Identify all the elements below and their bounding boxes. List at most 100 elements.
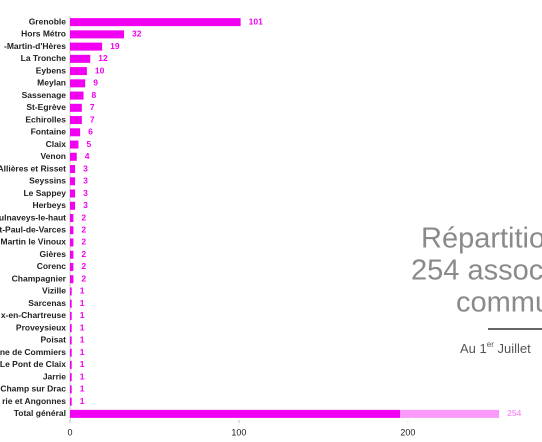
bar xyxy=(70,226,74,235)
bar xyxy=(70,30,125,39)
y-tick-label: ne de Commiers xyxy=(0,347,66,357)
value-label: 5 xyxy=(86,139,91,149)
value-label: 10 xyxy=(95,65,105,75)
value-label: 101 xyxy=(249,16,263,26)
bar xyxy=(70,140,79,149)
value-label: 1 xyxy=(80,286,85,296)
value-label: 1 xyxy=(80,371,85,381)
bar xyxy=(70,42,103,51)
value-label: 3 xyxy=(83,188,88,198)
value-label: 7 xyxy=(90,114,95,124)
value-label: 2 xyxy=(81,261,86,271)
bar xyxy=(70,250,74,259)
y-tick-label: Gières xyxy=(40,249,67,259)
bar xyxy=(70,91,84,100)
y-tick-label: Hors Métro xyxy=(21,29,66,39)
y-tick-label: Total général xyxy=(14,408,66,418)
value-label: 2 xyxy=(81,249,86,259)
title-line: commu xyxy=(456,287,542,319)
value-label: 2 xyxy=(81,224,86,234)
bar xyxy=(70,409,500,418)
y-tick-label: Meylan xyxy=(37,78,66,88)
bar xyxy=(70,311,72,320)
value-label: 8 xyxy=(92,90,97,100)
value-label: 9 xyxy=(93,78,98,88)
bar xyxy=(70,79,86,88)
bar xyxy=(70,116,82,125)
y-tick-label: Corenc xyxy=(37,261,67,271)
bar xyxy=(70,165,76,174)
value-label: 2 xyxy=(81,237,86,247)
y-tick-label: Allières et Risset xyxy=(0,163,66,173)
y-tick-label: Seyssins xyxy=(29,176,66,186)
value-label: 1 xyxy=(80,310,85,320)
y-tick-label: Martin le Vinoux xyxy=(1,237,67,247)
y-tick-label: Sarcenas xyxy=(28,298,66,308)
value-label: 19 xyxy=(110,41,120,51)
y-tick-label: x-en-Chartreuse xyxy=(1,310,66,320)
y-tick-label: Claix xyxy=(46,139,67,149)
y-tick-label: Herbeys xyxy=(32,200,66,210)
bar xyxy=(70,336,72,345)
y-tick-label: Champagnier xyxy=(12,273,67,283)
y-tick-label: Le Sappey xyxy=(23,188,66,198)
y-tick-label: Eybens xyxy=(36,65,67,75)
date-prefix: Au 1 xyxy=(460,341,487,356)
y-tick-label: Proveysieux xyxy=(16,322,66,332)
y-tick-label: La Tronche xyxy=(21,53,67,63)
y-tick-label: Jarrie xyxy=(43,371,66,381)
bar xyxy=(70,324,72,333)
date-note: Au 1er Juillet xyxy=(460,340,531,356)
bar xyxy=(70,275,74,284)
bar xyxy=(70,18,241,27)
y-tick-label: Champ sur Drac xyxy=(0,384,66,394)
y-tick-label: ulnaveys-le-haut xyxy=(0,212,66,222)
value-label: 1 xyxy=(80,322,85,332)
y-tick-label: Le Pont de Claix xyxy=(0,359,66,369)
y-tick-label: Grenoble xyxy=(29,16,67,26)
bar xyxy=(70,67,87,76)
value-label: 2 xyxy=(81,273,86,283)
bar xyxy=(70,385,72,394)
x-tick-label: 100 xyxy=(231,427,246,437)
value-label: 3 xyxy=(83,200,88,210)
value-label: 7 xyxy=(90,102,95,112)
bar xyxy=(70,360,72,369)
bar xyxy=(70,214,74,222)
value-label: 1 xyxy=(80,298,85,308)
bar xyxy=(70,128,81,137)
bar xyxy=(70,103,82,112)
date-sup: er xyxy=(487,340,494,349)
value-label: 1 xyxy=(80,347,85,357)
bar xyxy=(70,238,74,247)
value-label: 12 xyxy=(98,53,108,63)
value-label: 32 xyxy=(132,29,142,39)
y-tick-label: Venon xyxy=(40,151,66,161)
value-label: 1 xyxy=(80,335,85,345)
y-tick-label: t-Paul-de-Varces xyxy=(0,224,66,234)
x-tick-label: 200 xyxy=(400,427,415,437)
value-label: 3 xyxy=(83,163,88,173)
value-label: 4 xyxy=(85,151,90,161)
title-line: 254 assoc xyxy=(411,255,542,287)
y-tick-label: Fontaine xyxy=(31,127,67,137)
date-suffix: Juillet xyxy=(494,341,531,356)
y-tick-label: -Martin-d'Hères xyxy=(4,41,66,51)
bar xyxy=(70,152,77,161)
title-line: Répartitio xyxy=(421,223,542,255)
value-label: 1 xyxy=(80,359,85,369)
bar xyxy=(70,348,72,357)
bar xyxy=(70,189,76,198)
y-tick-label: Sassenage xyxy=(22,90,67,100)
value-label: 2 xyxy=(81,212,86,222)
text-box-overlay xyxy=(400,200,542,428)
y-tick-label: Vizille xyxy=(42,286,66,296)
value-label: 6 xyxy=(88,127,93,137)
y-tick-label: Echirolles xyxy=(25,114,66,124)
bar xyxy=(70,299,72,308)
value-label: 1 xyxy=(80,384,85,394)
value-label: 3 xyxy=(83,176,88,186)
x-tick-label: 0 xyxy=(67,427,72,437)
y-tick-label: rie et Angonnes xyxy=(2,396,66,406)
